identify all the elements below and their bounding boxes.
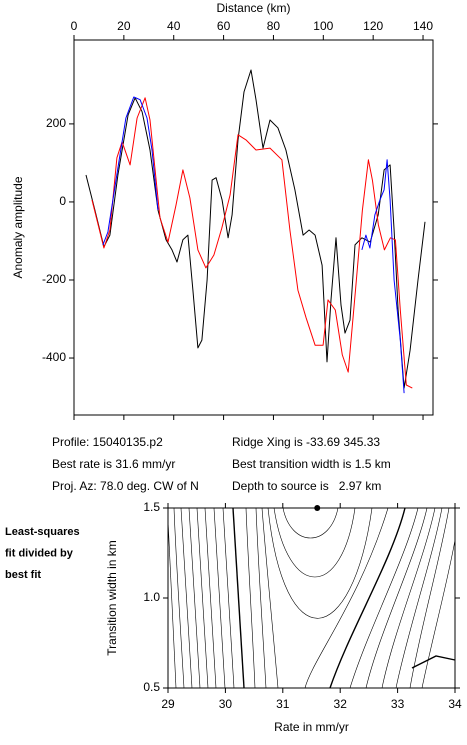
x-tick-label: 30 [219,697,233,711]
contour-lines [167,507,456,689]
annotation: Ridge Xing is -33.69 345.33 [232,435,380,449]
data-line [102,96,405,394]
x-tick-label: 100 [313,19,333,33]
x-axis-title: Distance (km) [216,1,290,15]
x-tick-label: 120 [363,19,383,33]
annotation: Best transition width is 1.5 km [232,457,391,471]
y-tick-label: 1.0 [143,590,160,604]
y-tick-label: 1.5 [143,500,160,514]
x-tick-label: 40 [167,19,181,33]
x-tick-label: 34 [448,697,462,711]
x-tick-label: 29 [161,697,175,711]
y-axis-title: Transition width in km [105,540,119,656]
y-tick-label: 200 [46,116,66,130]
x-tick-label: 33 [391,697,405,711]
y-axis-title: Anomaly amplitude [11,176,25,278]
y-tick-label: -200 [42,272,66,286]
side-note: best fit [5,569,41,581]
y-tick-label: 0 [59,194,66,208]
x-tick-label: 32 [334,697,348,711]
x-axis-title: Rate in mm/yr [274,720,349,734]
x-tick-label: 20 [117,19,131,33]
x-tick-label: 31 [276,697,290,711]
best-fit-point [314,505,321,511]
y-tick-label: 0.5 [143,680,160,694]
y-tick-label: -400 [42,350,66,364]
annotation: Depth to source is 2.97 km [232,479,381,493]
x-tick-label: 60 [217,19,231,33]
data-line [91,97,413,389]
x-tick-label: 140 [413,19,433,33]
side-note: fit divided by [5,547,74,559]
x-tick-label: 80 [267,19,281,33]
plot-frame [167,507,456,689]
annotation: Proj. Az: 78.0 deg. CW of N [52,479,199,493]
annotation: Profile: 15040135.p2 [52,435,163,449]
plot-frame [73,39,434,416]
x-tick-label: 0 [71,19,78,33]
side-note: Least-squares [5,526,80,538]
annotation: Best rate is 31.6 mm/yr [52,457,175,471]
